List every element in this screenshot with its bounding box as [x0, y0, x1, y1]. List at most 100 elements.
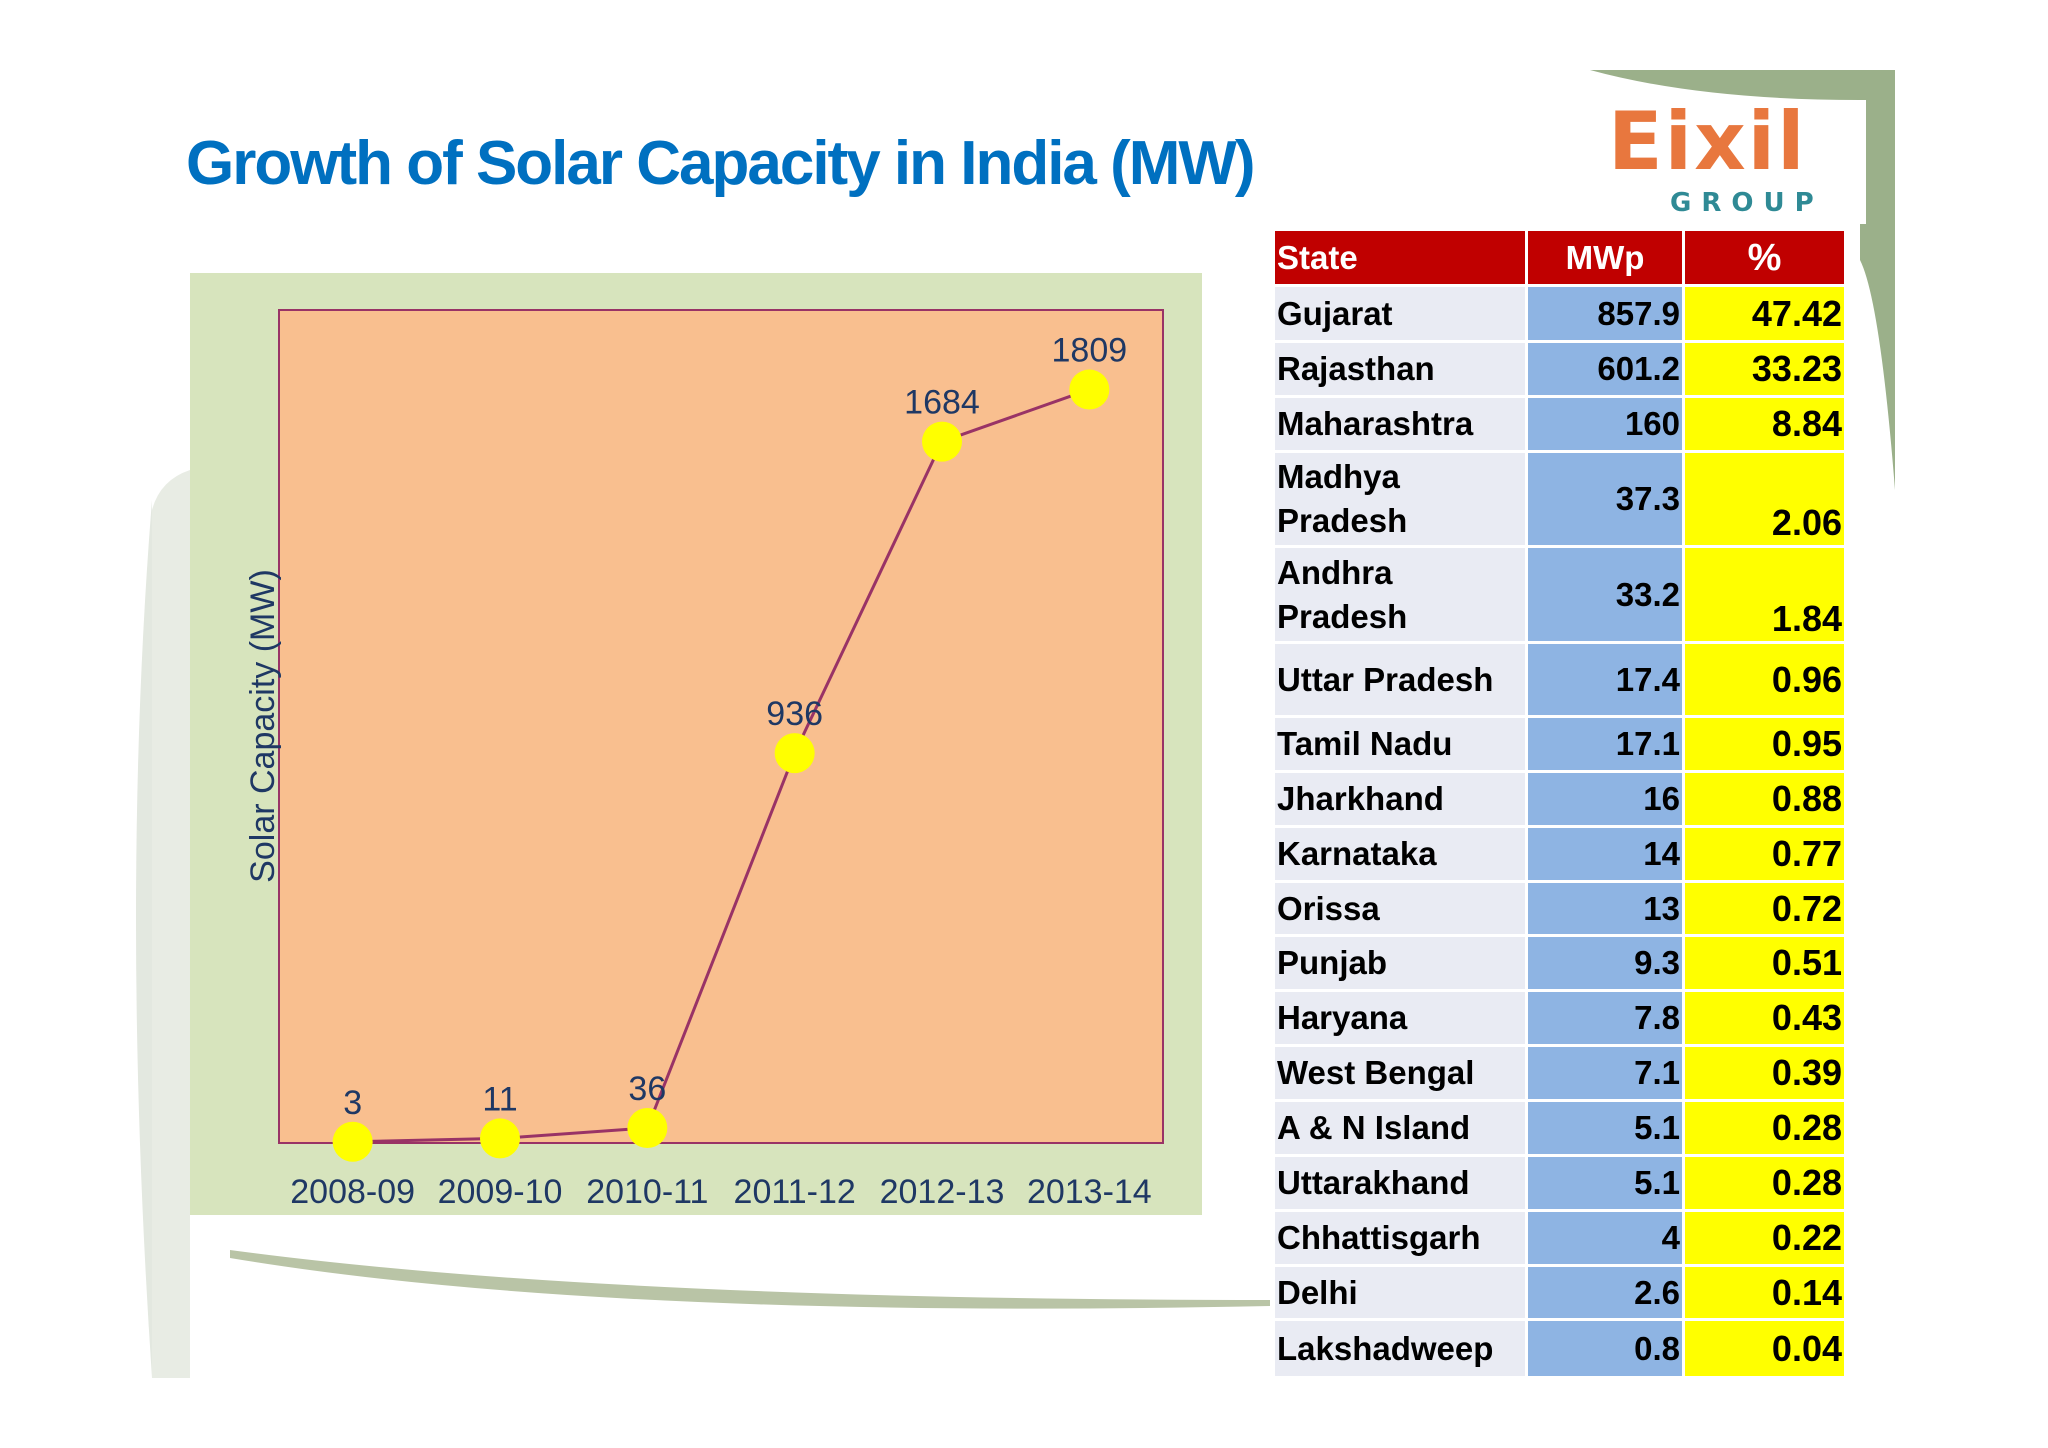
mwp-cell: 9.3	[1525, 934, 1685, 992]
table-row: Punjab 9.3 0.51	[1272, 934, 1847, 992]
percent-cell: 8.84	[1682, 395, 1847, 453]
state-cell: Haryana	[1272, 989, 1528, 1047]
data-point	[774, 733, 815, 774]
percent-cell: 0.28	[1682, 1154, 1847, 1212]
table-row: Rajasthan 601.2 33.23	[1272, 340, 1847, 398]
table-row: Madhya Pradesh 37.3 2.06	[1272, 450, 1847, 548]
mwp-cell: 17.4	[1525, 641, 1685, 718]
data-label: 936	[766, 695, 823, 733]
mwp-cell: 5.1	[1525, 1099, 1685, 1157]
percent-cell: 2.06	[1682, 450, 1847, 548]
percent-cell: 0.43	[1682, 989, 1847, 1047]
mwp-cell: 14	[1525, 825, 1685, 883]
page-title: Growth of Solar Capacity in India (MW)	[186, 129, 1256, 198]
table-row: A & N Island 5.1 0.28	[1272, 1099, 1847, 1157]
eixil-group-logo: Eixil GROUP	[1604, 100, 1866, 224]
state-cell: Delhi	[1272, 1264, 1528, 1321]
x-tick-label: 2009-10	[438, 1173, 563, 1211]
table-row: Tamil Nadu 17.1 0.95	[1272, 715, 1847, 773]
percent-cell: 0.95	[1682, 715, 1847, 773]
percent-cell: 0.51	[1682, 934, 1847, 992]
header-state: State	[1272, 228, 1528, 287]
mwp-cell: 7.1	[1525, 1044, 1685, 1102]
state-cell: Tamil Nadu	[1272, 715, 1528, 773]
mwp-cell: 17.1	[1525, 715, 1685, 773]
table-row: Andhra Pradesh 33.2 1.84	[1272, 545, 1847, 644]
table-row: West Bengal 7.1 0.39	[1272, 1044, 1847, 1102]
mwp-cell: 2.6	[1525, 1264, 1685, 1321]
state-cell: Punjab	[1272, 934, 1528, 992]
state-cell: Orissa	[1272, 880, 1528, 937]
table-header-row: State MWp %	[1272, 228, 1847, 287]
state-cell: Andhra Pradesh	[1272, 545, 1528, 644]
state-cell: A & N Island	[1272, 1099, 1528, 1157]
percent-cell: 0.39	[1682, 1044, 1847, 1102]
data-point	[922, 421, 962, 462]
mwp-cell: 160	[1525, 395, 1685, 453]
state-cell: Karnataka	[1272, 825, 1528, 883]
x-tick-label: 2013-14	[1027, 1173, 1152, 1211]
table-row: Orissa 13 0.72	[1272, 880, 1847, 937]
header-mwp: MWp	[1525, 228, 1685, 287]
y-axis-label: Solar Capacity (MW)	[244, 569, 282, 883]
background-swoosh	[152, 470, 190, 1378]
data-point	[627, 1108, 668, 1149]
data-point	[480, 1118, 520, 1159]
table-row: Uttarakhand 5.1 0.28	[1272, 1154, 1847, 1212]
data-point	[332, 1121, 373, 1162]
state-cell: Uttarakhand	[1272, 1154, 1528, 1212]
logo-main-text: Eixil	[1608, 95, 1807, 188]
data-label: 1809	[1052, 332, 1128, 370]
state-cell: Chhattisgarh	[1272, 1209, 1528, 1267]
mwp-cell: 0.8	[1525, 1318, 1685, 1379]
table-row: Lakshadweep 0.8 0.04	[1272, 1318, 1847, 1379]
background-swoosh	[230, 1250, 1270, 1309]
state-capacity-table: State MWp % Gujarat 857.9 47.42 Rajasthan 60…	[1272, 228, 1847, 1379]
data-point	[1069, 369, 1110, 410]
percent-cell: 0.04	[1682, 1318, 1847, 1379]
percent-cell: 0.28	[1682, 1099, 1847, 1157]
percent-cell: 0.77	[1682, 825, 1847, 883]
percent-cell: 0.96	[1682, 641, 1847, 718]
table-row: Chhattisgarh 4 0.22	[1272, 1209, 1847, 1267]
mwp-cell: 4	[1525, 1209, 1685, 1267]
table-row: Karnataka 14 0.77	[1272, 825, 1847, 883]
state-cell: Maharashtra	[1272, 395, 1528, 453]
x-tick-label: 2011-12	[734, 1173, 856, 1211]
state-cell: Lakshadweep	[1272, 1318, 1528, 1379]
plot-area	[278, 309, 1164, 1144]
percent-cell: 0.22	[1682, 1209, 1847, 1267]
percent-cell: 0.88	[1682, 770, 1847, 828]
state-cell: Jharkhand	[1272, 770, 1528, 828]
state-cell: Uttar Pradesh	[1272, 641, 1528, 718]
percent-cell: 33.23	[1682, 340, 1847, 398]
table-row: Haryana 7.8 0.43	[1272, 989, 1847, 1047]
header-percent: %	[1682, 228, 1847, 287]
mwp-cell: 37.3	[1525, 450, 1685, 548]
data-label: 11	[482, 1080, 517, 1118]
percent-cell: 0.72	[1682, 880, 1847, 937]
x-tick-label: 2010-11	[586, 1173, 708, 1211]
state-cell: Madhya Pradesh	[1272, 450, 1528, 548]
table-row: Gujarat 857.9 47.42	[1272, 284, 1847, 343]
mwp-cell: 857.9	[1525, 284, 1685, 343]
background-swoosh	[136, 500, 152, 1378]
table-row: Delhi 2.6 0.14	[1272, 1264, 1847, 1321]
x-tick-label: 2012-13	[880, 1173, 1005, 1211]
state-cell: Gujarat	[1272, 284, 1528, 343]
mwp-cell: 601.2	[1525, 340, 1685, 398]
data-label: 3	[343, 1084, 362, 1122]
mwp-cell: 33.2	[1525, 545, 1685, 644]
data-label: 36	[628, 1070, 666, 1108]
state-cell: Rajasthan	[1272, 340, 1528, 398]
mwp-cell: 13	[1525, 880, 1685, 937]
percent-cell: 1.84	[1682, 545, 1847, 644]
mwp-cell: 16	[1525, 770, 1685, 828]
table-row: Uttar Pradesh 17.4 0.96	[1272, 641, 1847, 718]
mwp-cell: 7.8	[1525, 989, 1685, 1047]
logo-sub-text: GROUP	[1670, 188, 1824, 218]
x-tick-label: 2008-09	[290, 1173, 415, 1211]
series-line	[352, 388, 1090, 1144]
percent-cell: 47.42	[1682, 284, 1847, 343]
